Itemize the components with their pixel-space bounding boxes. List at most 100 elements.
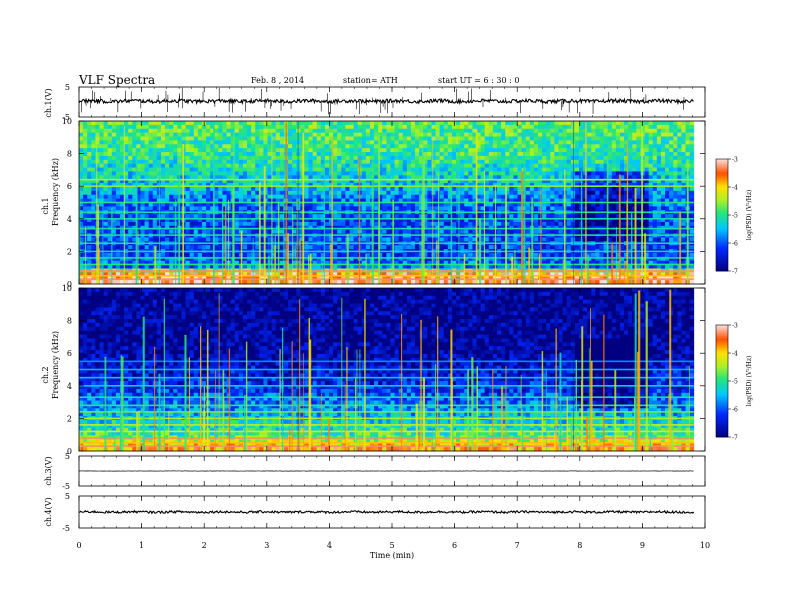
heatmap-cell — [324, 121, 330, 126]
heatmap-cell — [132, 179, 137, 184]
heatmap-cell — [509, 128, 514, 134]
heatmap-cell — [177, 140, 182, 145]
heatmap-cell — [279, 167, 285, 172]
heatmap-cell — [226, 167, 232, 172]
heatmap-cell — [222, 186, 227, 192]
heatmap-cell — [648, 186, 654, 192]
heatmap-cell — [394, 183, 400, 188]
heatmap-cell — [365, 214, 371, 219]
heatmap-cell — [111, 136, 117, 141]
heatmap-cell — [173, 159, 178, 165]
heatmap-cell — [304, 159, 309, 165]
heatmap-cell — [210, 128, 215, 134]
heatmap-cell — [324, 152, 330, 157]
heatmap-cell — [669, 237, 674, 242]
heatmap-cell — [316, 159, 322, 165]
heatmap-cell — [124, 190, 129, 196]
heatmap-cell — [115, 179, 121, 184]
heatmap-cell — [628, 152, 633, 157]
heatmap-cell — [136, 214, 141, 219]
heatmap-cell — [484, 121, 490, 126]
heatmap-cell — [119, 167, 125, 172]
heatmap-cell — [349, 152, 354, 157]
heatmap-cell — [210, 186, 215, 192]
heatmap-cell — [456, 148, 461, 153]
heatmap-cell — [607, 171, 613, 176]
heatmap-cell — [673, 198, 678, 203]
heatmap-cell — [308, 194, 313, 200]
heatmap-cell — [460, 229, 465, 234]
date-label: Feb. 8 , 2014 — [251, 76, 304, 85]
heatmap-cell — [468, 198, 473, 203]
heatmap-cell — [492, 140, 498, 145]
heatmap-cell — [210, 159, 215, 165]
heatmap-cell — [402, 163, 408, 168]
heatmap-cell — [87, 186, 92, 192]
heatmap-cell — [595, 198, 600, 203]
heatmap-cell — [316, 237, 322, 242]
heatmap-cell — [542, 206, 547, 211]
heatmap-cell — [546, 121, 551, 126]
heatmap-cell — [406, 148, 412, 153]
heatmap-cell — [304, 128, 309, 134]
heatmap-cell — [148, 245, 154, 250]
heatmap-cell — [611, 163, 617, 168]
heatmap-cell — [546, 148, 551, 153]
heatmap-cell — [476, 155, 482, 161]
heatmap-cell — [624, 136, 629, 141]
heatmap-cell — [173, 167, 178, 172]
heatmap-cell — [624, 128, 629, 134]
heatmap-cell — [242, 229, 248, 234]
heatmap-cell — [566, 206, 572, 211]
heatmap-cell — [349, 136, 354, 141]
heatmap-cell — [513, 194, 518, 200]
heatmap-cell — [562, 155, 568, 161]
heatmap-cell — [566, 186, 572, 192]
heatmap-cell — [427, 221, 432, 227]
heatmap-cell — [468, 175, 473, 180]
heatmap-cell — [513, 179, 518, 184]
heatmap-cell — [288, 148, 293, 153]
heatmap-cell — [603, 121, 609, 126]
ch1-ytick-bottom: -5 — [62, 113, 70, 122]
heatmap-cell — [652, 121, 658, 126]
heatmap-cell — [497, 218, 502, 223]
heatmap-cell — [660, 163, 666, 168]
heatmap-cell — [562, 132, 568, 137]
heatmap-cell — [628, 136, 633, 141]
heatmap-cell — [234, 229, 240, 234]
heatmap-cell — [615, 218, 621, 223]
heatmap-cell — [99, 159, 104, 165]
heatmap-cell — [570, 136, 576, 141]
heatmap-cell — [517, 163, 523, 168]
heatmap-cell — [550, 121, 555, 126]
heatmap-cell — [132, 148, 137, 153]
heatmap-cell — [189, 144, 195, 149]
heatmap-cell — [107, 245, 113, 250]
heatmap-cell — [99, 136, 104, 141]
heatmap-cell — [480, 194, 486, 200]
heatmap-cell — [353, 128, 359, 134]
heatmap-cell — [628, 167, 633, 172]
heatmap-cell — [599, 198, 604, 203]
heatmap-cell — [517, 179, 523, 184]
heatmap-cell — [255, 229, 260, 234]
heatmap-cell — [648, 175, 654, 180]
heatmap-cell — [382, 132, 387, 137]
heatmap-cell — [665, 214, 670, 219]
heatmap-cell — [255, 245, 260, 250]
heatmap-cell — [91, 159, 96, 165]
heatmap-cell — [115, 128, 121, 134]
heatmap-cell — [624, 124, 629, 130]
heatmap-cell — [374, 163, 379, 168]
heatmap-cell — [513, 221, 518, 227]
heatmap-cell — [624, 159, 629, 165]
heatmap-cell — [615, 167, 621, 172]
heatmap-cell — [558, 159, 563, 165]
heatmap-cell — [210, 140, 215, 145]
heatmap-cell — [423, 183, 428, 188]
heatmap-cell — [435, 159, 441, 165]
heatmap-cell — [497, 206, 502, 211]
heatmap-cell — [398, 245, 404, 250]
heatmap-cell — [513, 175, 518, 180]
